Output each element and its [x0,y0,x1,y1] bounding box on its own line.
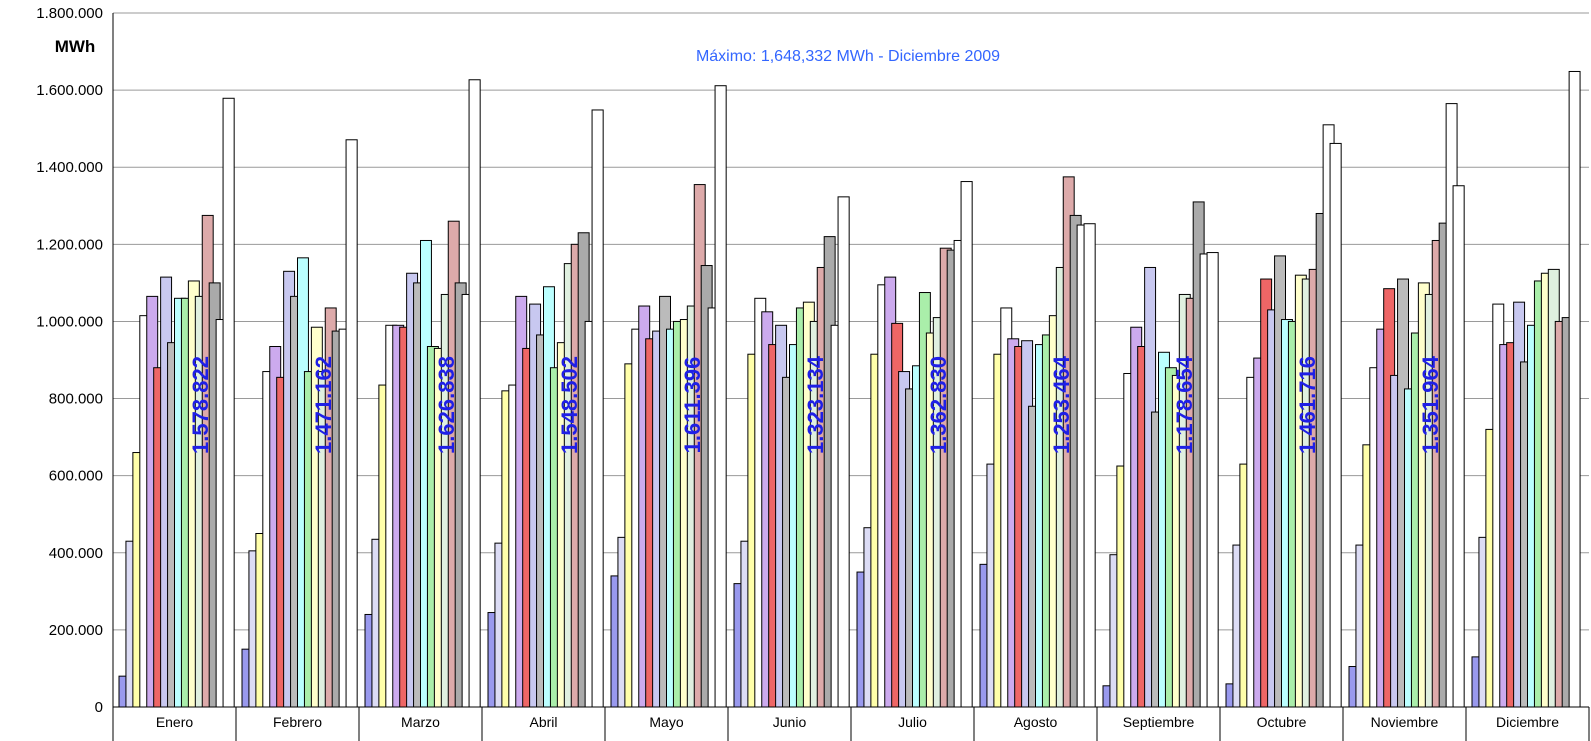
bar [1329,142,1342,708]
bar [345,139,358,708]
x-tick-label: Marzo [401,714,440,730]
bar [1452,185,1465,708]
bar [222,97,235,708]
data-label: 1.626.838 [434,356,459,454]
data-label: 1.461.716 [1295,356,1320,454]
data-labels: 1.578.822 1.471.162 1.626.838 1.548.502 1.61… [188,355,1443,454]
x-axis: Enero Febrero Marzo Abril Mayo Junio Julio Agos… [112,13,1590,741]
bar [1568,70,1581,708]
y-tick-label: 1.000.000 [36,313,103,330]
y-tick-label: 200.000 [49,622,103,639]
y-axis: 0 200.000 400.000 600.000 800.000 1.000.000 1.… [36,5,103,716]
x-tick-label: Octubre [1257,714,1307,730]
y-tick-label: 1.400.000 [36,159,103,176]
bar [837,196,850,708]
y-tick-label: 600.000 [49,468,103,485]
bar [468,79,481,708]
x-tick-label: Septiembre [1123,714,1195,730]
x-tick-label: Agosto [1014,714,1058,730]
data-label: 1.253.464 [1049,355,1074,454]
x-tick-label: Junio [773,714,807,730]
bar [591,109,604,708]
y-axis-label: MWh [55,37,96,56]
bar [1206,252,1219,708]
y-tick-label: 800.000 [49,391,103,408]
data-label: 1.471.162 [311,356,336,454]
y-tick-label: 1.200.000 [36,236,103,253]
y-tick-label: 1.600.000 [36,82,103,99]
bars [118,70,1581,708]
bar [960,181,973,708]
data-label: 1.178.654 [1172,355,1197,454]
data-label: 1.323.134 [803,355,828,454]
data-label: 1.578.822 [188,356,213,454]
data-label: 1.351.964 [1418,355,1443,454]
y-tick-label: 400.000 [49,545,103,562]
max-annotation: Máximo: 1,648,332 MWh - Diciembre 2009 [696,48,1000,65]
x-tick-label: Diciembre [1496,714,1559,730]
x-tick-label: Abril [529,714,557,730]
x-tick-label: Mayo [649,714,683,730]
x-tick-label: Julio [898,714,927,730]
x-tick-label: Enero [156,714,194,730]
x-tick-label: Febrero [273,714,322,730]
data-label: 1.362.830 [926,356,951,454]
bar [714,85,727,708]
data-label: 1.611.396 [680,357,705,454]
y-tick-label: 1.800.000 [36,5,103,22]
x-tick-label: Noviembre [1371,714,1439,730]
y-tick-label: 0 [95,699,103,716]
bar [1083,223,1096,708]
gridlines [113,12,1589,631]
data-label: 1.548.502 [557,356,582,454]
